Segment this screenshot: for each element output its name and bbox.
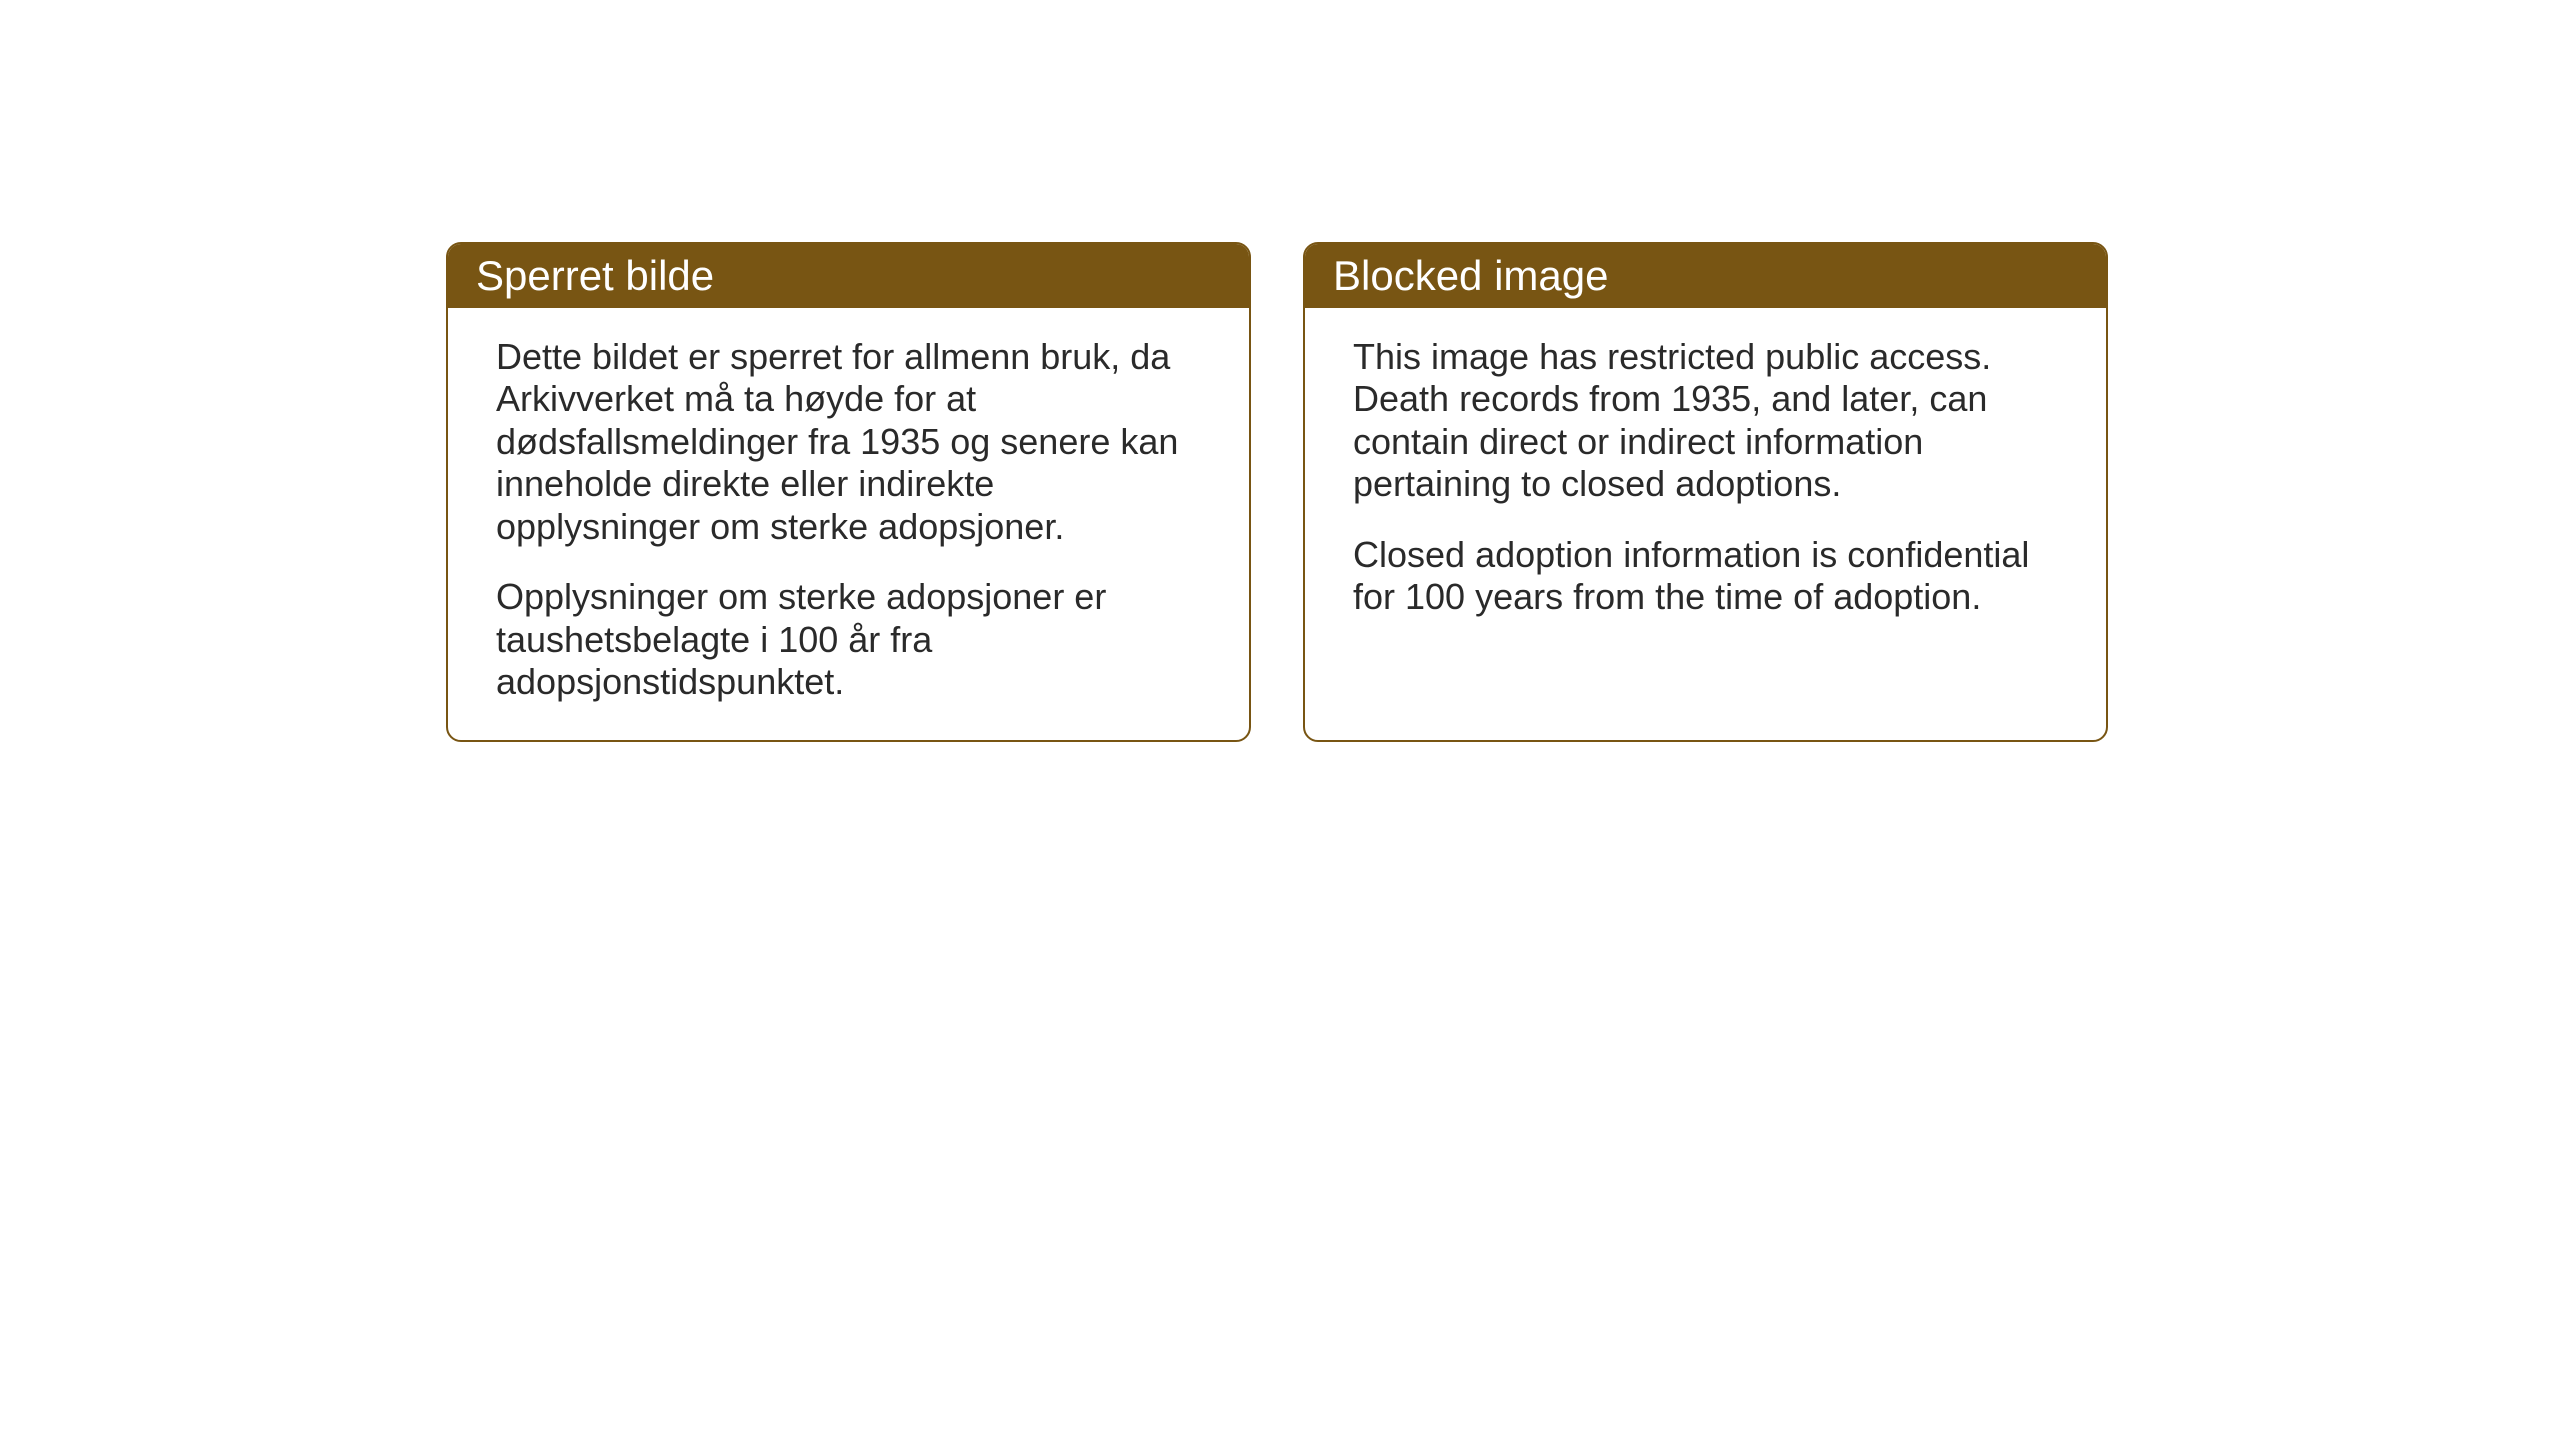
notice-card-english: Blocked image This image has restricted … [1303,242,2108,742]
card-paragraph: This image has restricted public access.… [1353,336,2058,506]
card-paragraph: Opplysninger om sterke adopsjoner er tau… [496,576,1201,703]
card-title: Sperret bilde [476,252,714,299]
card-paragraph: Dette bildet er sperret for allmenn bruk… [496,336,1201,548]
card-body-norwegian: Dette bildet er sperret for allmenn bruk… [448,308,1249,740]
card-title: Blocked image [1333,252,1608,299]
card-header-english: Blocked image [1305,244,2106,308]
card-header-norwegian: Sperret bilde [448,244,1249,308]
notice-container: Sperret bilde Dette bildet er sperret fo… [446,242,2108,742]
card-paragraph: Closed adoption information is confident… [1353,534,2058,619]
card-body-english: This image has restricted public access.… [1305,308,2106,655]
notice-card-norwegian: Sperret bilde Dette bildet er sperret fo… [446,242,1251,742]
